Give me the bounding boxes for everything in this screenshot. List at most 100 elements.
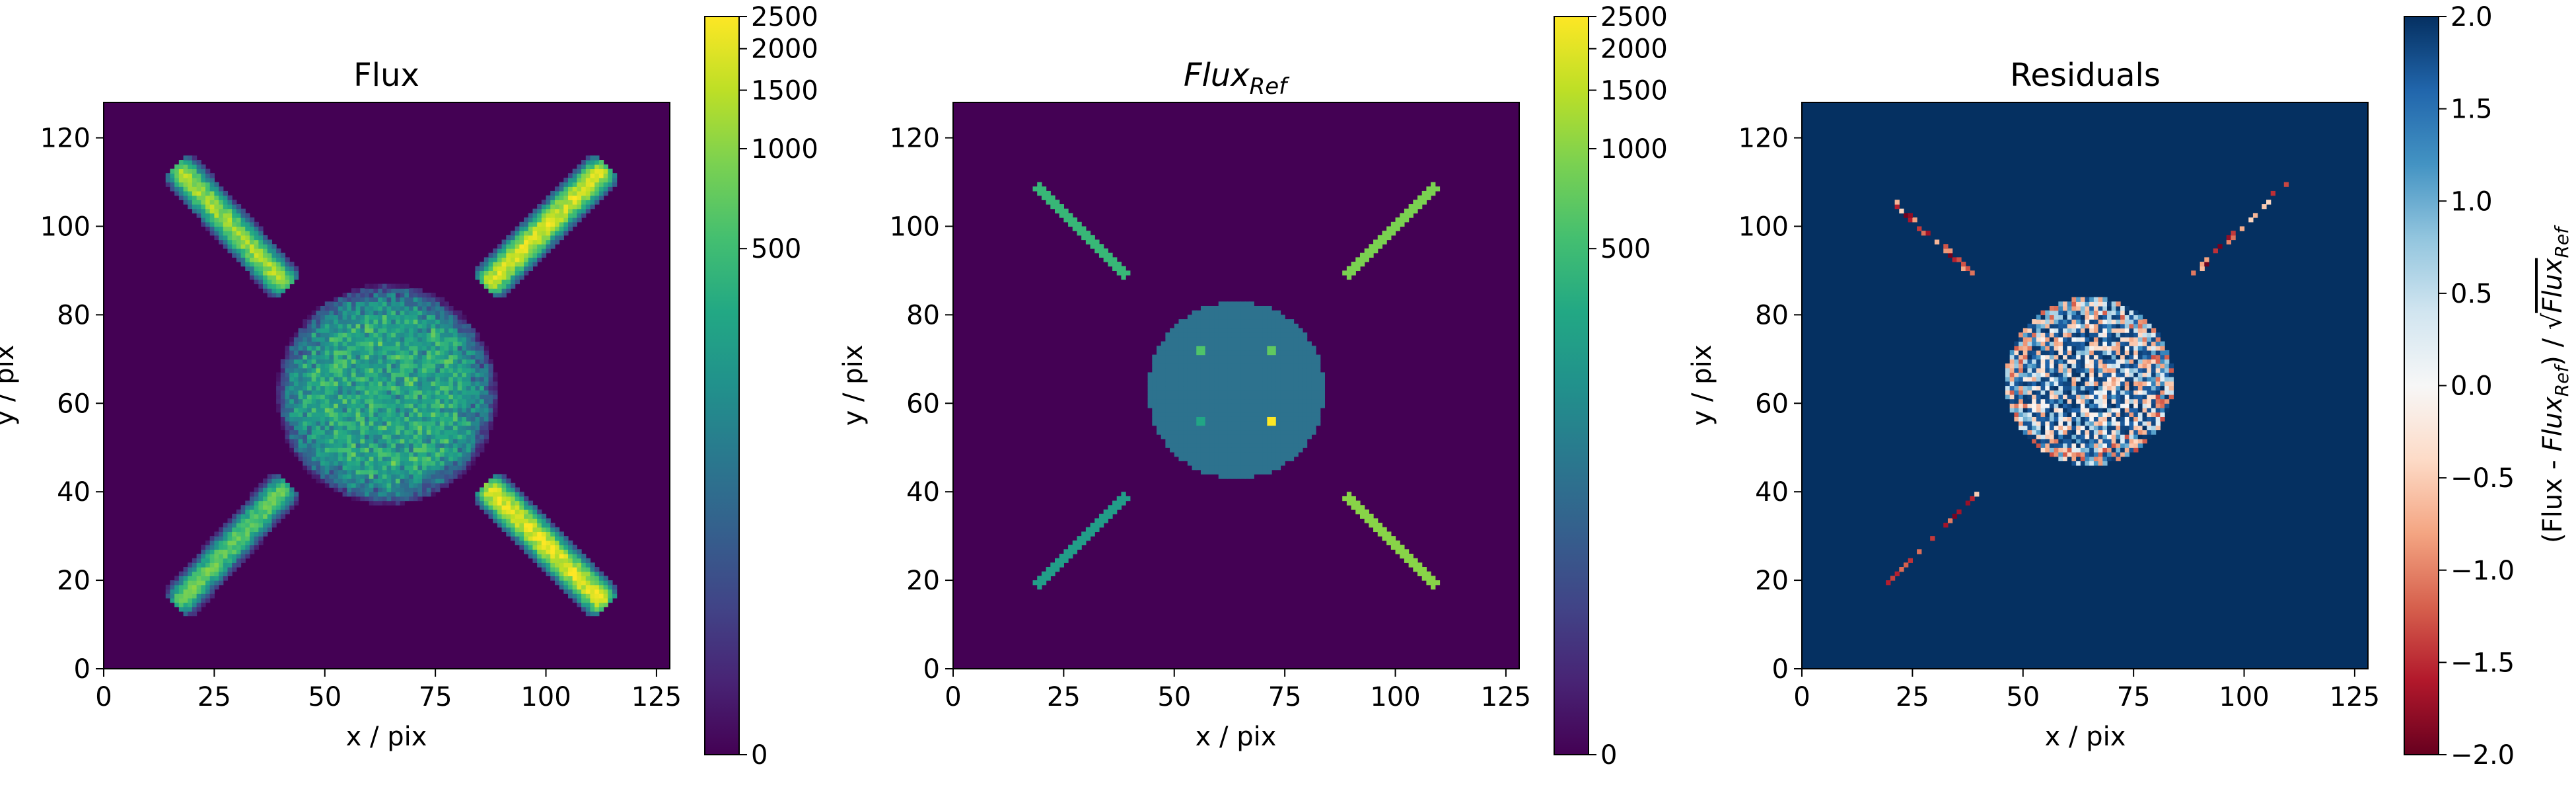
- colorbar-tick-label: −1.5: [2451, 648, 2515, 678]
- x-tick-label: 0: [95, 682, 112, 712]
- x-tick-label: 75: [2117, 682, 2151, 712]
- y-tick-label: 120: [890, 124, 940, 154]
- colorbar-tick-label: 0: [1600, 740, 1617, 771]
- colorbar-tick-label: 500: [1600, 234, 1651, 264]
- cbar-label-prefix: (Flux -: [2538, 451, 2568, 543]
- x-tick-label: 75: [419, 682, 452, 712]
- y-tick-label: 60: [57, 389, 90, 419]
- x-tick-label: 50: [308, 682, 341, 712]
- colorbar-tick-label: 1000: [751, 134, 818, 165]
- y-tick-label: 80: [906, 300, 940, 330]
- y-tick-label: 80: [1755, 300, 1789, 330]
- residuals-colorbar: −2.0 −1.5 −1.0 −0.5 0.0 0.5 1.0 1.5 2.0: [2404, 2, 2515, 771]
- colorbar-gradient: [1554, 17, 1589, 755]
- x-tick-label: 50: [1157, 682, 1191, 712]
- y-tick-label: 100: [890, 211, 940, 242]
- axes-frame: [952, 102, 1520, 669]
- flux-panel: Flux 0 25 50 75 100 125 0 20 40 60 80 100 120 x / p…: [0, 2, 818, 771]
- y-tick-label: 100: [1738, 211, 1789, 242]
- y-tick-label: 60: [906, 389, 940, 419]
- colorbar-tick-label: 2500: [751, 2, 818, 32]
- colorbar-label: (Flux - FluxRef) / √FluxRef: [2538, 225, 2573, 543]
- cbar-label-flux2: Flux: [2538, 258, 2568, 313]
- y-axis: 0 20 40 60 80 100 120: [890, 124, 953, 685]
- x-axis-label: x / pix: [346, 722, 427, 752]
- y-tick-label: 80: [57, 300, 90, 330]
- colorbar-frame: [704, 16, 740, 755]
- residuals-heatmap: [1802, 102, 2368, 669]
- title-flux-base: Flux: [1184, 57, 1250, 94]
- cbar-label-sub: Ref: [2551, 363, 2573, 397]
- colorbar-tick-label: 2500: [1600, 2, 1668, 32]
- y-tick-label: 0: [923, 654, 940, 685]
- colorbar-tick-label: 0: [751, 740, 768, 771]
- colorbar-tick-label: 2000: [751, 34, 818, 65]
- cbar-label-flux: Flux: [2538, 397, 2568, 451]
- y-axis-label: y / pix: [838, 345, 869, 426]
- x-tick-label: 0: [1793, 682, 1810, 712]
- x-tick-label: 125: [1481, 682, 1531, 712]
- x-tick-label: 75: [1268, 682, 1302, 712]
- y-tick-label: 40: [57, 477, 90, 508]
- flux-ref-heatmap: [953, 102, 1519, 669]
- colorbar-tick-label: −2.0: [2451, 740, 2515, 771]
- panel-title-flux: Flux: [353, 57, 419, 94]
- cbar-label-sub2: Ref: [2551, 225, 2573, 258]
- colorbar-tick-label: 1.5: [2451, 94, 2493, 125]
- panel-title-flux-ref: FluxRef: [1184, 57, 1290, 100]
- colorbar-gradient: [2404, 17, 2439, 755]
- x-tick-label: 0: [945, 682, 961, 712]
- x-tick-label: 25: [1047, 682, 1081, 712]
- x-tick-label: 100: [1370, 682, 1420, 712]
- x-tick-label: 50: [2006, 682, 2040, 712]
- y-tick-label: 40: [906, 477, 940, 508]
- colorbar-tick-label: 500: [751, 234, 801, 264]
- x-tick-label: 25: [197, 682, 231, 712]
- colorbar-gradient: [705, 17, 739, 755]
- colorbar-frame: [1554, 16, 1589, 755]
- x-axis: 0 25 50 75 100 125: [1793, 669, 2380, 712]
- colorbar-ticks: −2.0 −1.5 −1.0 −0.5 0.0 0.5 1.0 1.5 2.0: [2439, 2, 2515, 771]
- x-tick-label: 125: [2330, 682, 2380, 712]
- cbar-label-mid: ) / √: [2538, 313, 2568, 366]
- y-tick-label: 120: [40, 124, 90, 154]
- flux-heatmap: [104, 102, 670, 669]
- colorbar-tick-label: 0.0: [2451, 371, 2493, 402]
- y-axis: 0 20 40 60 80 100 120: [40, 124, 104, 685]
- y-tick-label: 20: [906, 566, 940, 596]
- y-axis: 0 20 40 60 80 100 120: [1738, 124, 1802, 685]
- panel-title-residuals: Residuals: [2010, 57, 2161, 94]
- x-tick-label: 100: [520, 682, 571, 712]
- colorbar-tick-label: 1000: [1600, 134, 1668, 165]
- y-axis-label: y / pix: [1687, 345, 1717, 426]
- x-axis: 0 25 50 75 100 125: [95, 669, 682, 712]
- x-tick-label: 125: [631, 682, 682, 712]
- x-tick-label: 100: [2219, 682, 2269, 712]
- x-axis-label: x / pix: [2045, 722, 2126, 752]
- colorbar-tick-label: −1.0: [2451, 556, 2515, 586]
- axes-frame: [1801, 102, 2369, 669]
- colorbar-tick-label: −0.5: [2451, 463, 2515, 494]
- y-tick-label: 60: [1755, 389, 1789, 419]
- colorbar-tick-label: 1.0: [2451, 186, 2493, 217]
- axes-frame: [103, 102, 670, 669]
- x-axis: 0 25 50 75 100 125: [945, 669, 1531, 712]
- x-tick-label: 25: [1896, 682, 1929, 712]
- y-tick-label: 0: [1772, 654, 1789, 685]
- title-flux-sub: Ref: [1250, 73, 1291, 100]
- flux-ref-panel: FluxRef 0 25 50 75 100 125 0 20 40 60 80 100 120 x …: [838, 2, 1668, 771]
- y-tick-label: 20: [57, 566, 90, 596]
- y-tick-label: 20: [1755, 566, 1789, 596]
- colorbar-tick-label: 1500: [751, 76, 818, 106]
- colorbar-tick-label: 1500: [1600, 76, 1668, 106]
- y-tick-label: 0: [74, 654, 90, 685]
- residuals-panel: Residuals 0 25 50 75 100 125 020406080100120 …: [1687, 2, 2573, 771]
- colorbar-tick-label: 0.5: [2451, 279, 2493, 309]
- y-tick-label: 120: [1738, 124, 1789, 154]
- x-axis-label: x / pix: [1196, 722, 1277, 752]
- y-tick-label: 100: [40, 211, 90, 242]
- y-axis-label: y / pix: [0, 345, 20, 426]
